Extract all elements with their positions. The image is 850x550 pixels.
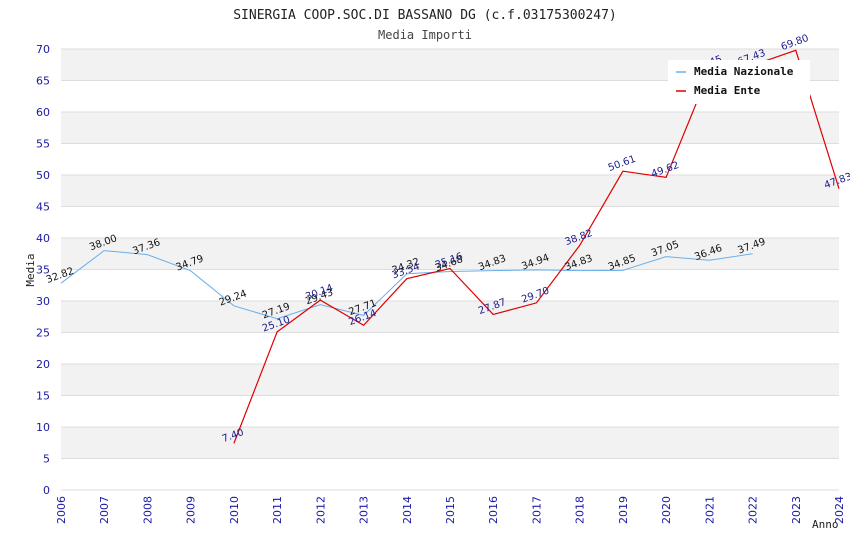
y-tick-label: 10 [36, 421, 50, 434]
band [61, 364, 839, 396]
x-tick-labels: 2006 2007 2008 2009 2010 2011 2012 2013 2014 2015… [55, 496, 846, 524]
band [61, 238, 839, 270]
band [61, 112, 839, 144]
x-tick-label: 2006 [55, 496, 68, 524]
x-tick-label: 2018 [574, 496, 587, 524]
x-tick-label: 2022 [747, 496, 760, 524]
band [61, 269, 839, 301]
y-tick-label: 35 [36, 264, 50, 277]
legend-box [668, 60, 810, 104]
chart-title: SINERGIA COOP.SOC.DI BASSANO DG (c.f.031… [233, 8, 617, 23]
y-tick-label: 45 [36, 201, 50, 214]
y-tick-label: 15 [36, 390, 50, 403]
gridlines [61, 48, 839, 491]
x-tick-label: 2009 [185, 496, 198, 524]
band [61, 175, 839, 207]
y-axis-label: Media [24, 253, 37, 286]
y-tick-labels: 0 5 10 15 20 25 30 35 40 45 50 55 60 65 70 [36, 43, 50, 497]
x-tick-label: 2013 [358, 496, 371, 524]
x-tick-label: 2020 [660, 496, 673, 524]
band [61, 332, 839, 364]
x-tick-label: 2012 [314, 496, 327, 524]
series-line-media-nazionale [60, 250, 753, 320]
band [61, 395, 839, 427]
y-tick-label: 55 [36, 138, 50, 151]
y-tick-label: 60 [36, 106, 50, 119]
y-tick-label: 30 [36, 295, 50, 308]
y-tick-label: 50 [36, 169, 50, 182]
x-tick-label: 2014 [401, 496, 414, 524]
x-tick-label: 2021 [703, 496, 716, 524]
y-tick-label: 40 [36, 232, 50, 245]
legend: Media Nazionale Media Ente [668, 60, 810, 104]
x-tick-label: 2016 [487, 496, 500, 524]
x-tick-label: 2011 [271, 496, 284, 524]
chart-subtitle: Media Importi [378, 28, 472, 42]
legend-label-media-nazionale: Media Nazionale [694, 65, 794, 78]
y-tick-label: 20 [36, 358, 50, 371]
y-tick-label: 5 [43, 453, 50, 466]
band [61, 458, 839, 490]
background-bands [61, 49, 839, 490]
x-tick-label: 2015 [444, 496, 457, 524]
band [61, 301, 839, 333]
x-tick-label: 2008 [141, 496, 154, 524]
y-tick-label: 0 [43, 484, 50, 497]
x-tick-label: 2019 [617, 496, 630, 524]
y-tick-label: 65 [36, 75, 50, 88]
y-tick-label: 25 [36, 327, 50, 340]
x-tick-label: 2010 [228, 496, 241, 524]
band [61, 143, 839, 175]
y-tick-label: 70 [36, 43, 50, 56]
x-tick-label: 2017 [530, 496, 543, 524]
x-tick-label: 2023 [790, 496, 803, 524]
band [61, 206, 839, 238]
x-axis-label: Anno [812, 518, 839, 531]
x-tick-label: 2007 [98, 496, 111, 524]
band [61, 427, 839, 459]
legend-label-media-ente: Media Ente [694, 84, 761, 97]
x-tick-label: 2024 [833, 496, 846, 524]
